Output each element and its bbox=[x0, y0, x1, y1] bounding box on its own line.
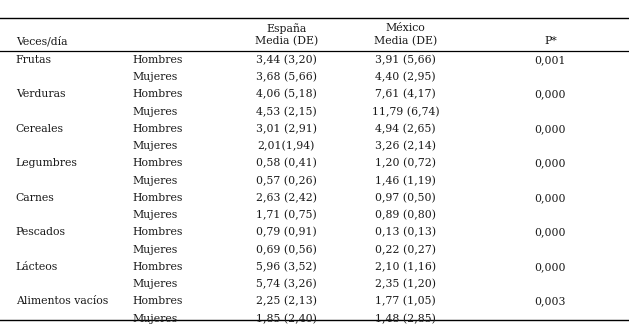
Text: Pescados: Pescados bbox=[16, 227, 65, 237]
Text: Carnes: Carnes bbox=[16, 193, 55, 203]
Text: 0,57 (0,26): 0,57 (0,26) bbox=[256, 175, 316, 186]
Text: Alimentos vacíos: Alimentos vacíos bbox=[16, 296, 108, 306]
Text: Mujeres: Mujeres bbox=[132, 107, 177, 117]
Text: Hombres: Hombres bbox=[132, 158, 182, 168]
Text: 2,25 (2,13): 2,25 (2,13) bbox=[256, 296, 316, 307]
Text: 3,68 (5,66): 3,68 (5,66) bbox=[256, 72, 316, 82]
Text: 0,001: 0,001 bbox=[535, 55, 566, 65]
Text: Mujeres: Mujeres bbox=[132, 279, 177, 289]
Text: 1,71 (0,75): 1,71 (0,75) bbox=[256, 210, 316, 220]
Text: 2,01(1,94): 2,01(1,94) bbox=[257, 141, 315, 151]
Text: 5,96 (3,52): 5,96 (3,52) bbox=[256, 262, 316, 272]
Text: Cereales: Cereales bbox=[16, 124, 64, 134]
Text: Legumbres: Legumbres bbox=[16, 158, 77, 168]
Text: Hombres: Hombres bbox=[132, 89, 182, 99]
Text: Verduras: Verduras bbox=[16, 89, 65, 99]
Text: 0,000: 0,000 bbox=[535, 124, 566, 134]
Text: 0,000: 0,000 bbox=[535, 227, 566, 237]
Text: Lácteos: Lácteos bbox=[16, 262, 58, 272]
Text: Hombres: Hombres bbox=[132, 124, 182, 134]
Text: España: España bbox=[266, 23, 306, 34]
Text: 0,000: 0,000 bbox=[535, 158, 566, 168]
Text: 2,35 (1,20): 2,35 (1,20) bbox=[376, 279, 436, 290]
Text: Mujeres: Mujeres bbox=[132, 141, 177, 151]
Text: 3,01 (2,91): 3,01 (2,91) bbox=[256, 124, 316, 134]
Text: 4,94 (2,65): 4,94 (2,65) bbox=[376, 124, 436, 134]
Text: Veces/día: Veces/día bbox=[16, 36, 67, 47]
Text: P*: P* bbox=[544, 37, 557, 46]
Text: 2,63 (2,42): 2,63 (2,42) bbox=[256, 193, 316, 203]
Text: 2,10 (1,16): 2,10 (1,16) bbox=[375, 262, 437, 272]
Text: Hombres: Hombres bbox=[132, 262, 182, 272]
Text: 4,53 (2,15): 4,53 (2,15) bbox=[256, 106, 316, 117]
Text: Media (DE): Media (DE) bbox=[374, 36, 437, 47]
Text: Hombres: Hombres bbox=[132, 193, 182, 203]
Text: 0,97 (0,50): 0,97 (0,50) bbox=[376, 193, 436, 203]
Text: México: México bbox=[386, 23, 426, 33]
Text: 0,000: 0,000 bbox=[535, 89, 566, 99]
Text: 1,85 (2,40): 1,85 (2,40) bbox=[256, 313, 316, 324]
Text: Media (DE): Media (DE) bbox=[255, 36, 318, 47]
Text: 0,79 (0,91): 0,79 (0,91) bbox=[256, 227, 316, 238]
Text: 4,40 (2,95): 4,40 (2,95) bbox=[376, 72, 436, 82]
Text: 0,000: 0,000 bbox=[535, 262, 566, 272]
Text: 0,58 (0,41): 0,58 (0,41) bbox=[256, 158, 316, 169]
Text: Mujeres: Mujeres bbox=[132, 176, 177, 186]
Text: 1,48 (2,85): 1,48 (2,85) bbox=[376, 313, 436, 324]
Text: 0,003: 0,003 bbox=[535, 296, 566, 306]
Text: Hombres: Hombres bbox=[132, 55, 182, 65]
Text: 3,91 (5,66): 3,91 (5,66) bbox=[376, 54, 436, 65]
Text: 11,79 (6,74): 11,79 (6,74) bbox=[372, 106, 440, 117]
Text: Frutas: Frutas bbox=[16, 55, 52, 65]
Text: Hombres: Hombres bbox=[132, 227, 182, 237]
Text: 0,000: 0,000 bbox=[535, 193, 566, 203]
Text: 0,22 (0,27): 0,22 (0,27) bbox=[376, 244, 436, 255]
Text: 0,13 (0,13): 0,13 (0,13) bbox=[375, 227, 437, 238]
Text: Hombres: Hombres bbox=[132, 296, 182, 306]
Text: Mujeres: Mujeres bbox=[132, 314, 177, 324]
Text: 3,26 (2,14): 3,26 (2,14) bbox=[376, 141, 436, 151]
Text: Mujeres: Mujeres bbox=[132, 72, 177, 82]
Text: 5,74 (3,26): 5,74 (3,26) bbox=[256, 279, 316, 290]
Text: Mujeres: Mujeres bbox=[132, 210, 177, 220]
Text: Mujeres: Mujeres bbox=[132, 245, 177, 255]
Text: 7,61 (4,17): 7,61 (4,17) bbox=[376, 89, 436, 100]
Text: 0,89 (0,80): 0,89 (0,80) bbox=[376, 210, 436, 220]
Text: 1,46 (1,19): 1,46 (1,19) bbox=[376, 175, 436, 186]
Text: 4,06 (5,18): 4,06 (5,18) bbox=[256, 89, 316, 100]
Text: 1,77 (1,05): 1,77 (1,05) bbox=[376, 296, 436, 307]
Text: 0,69 (0,56): 0,69 (0,56) bbox=[256, 244, 316, 255]
Text: 1,20 (0,72): 1,20 (0,72) bbox=[376, 158, 436, 169]
Text: 3,44 (3,20): 3,44 (3,20) bbox=[256, 54, 316, 65]
